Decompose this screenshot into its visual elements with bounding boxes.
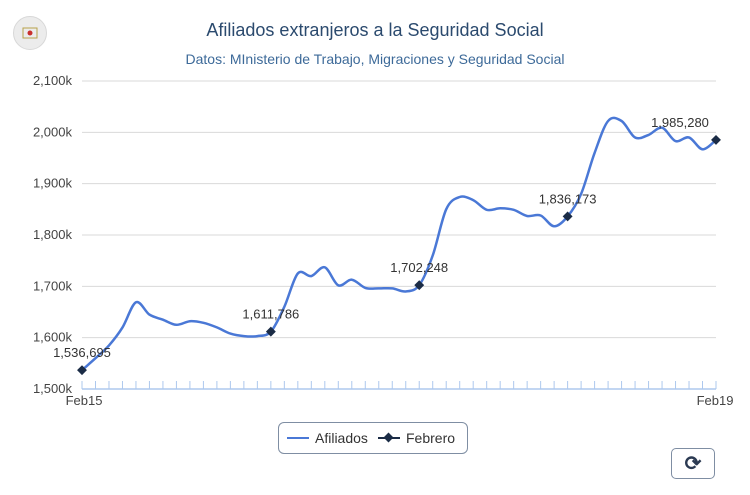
data-label: 1,702,248 bbox=[390, 260, 448, 275]
febrero-marker bbox=[265, 326, 276, 337]
y-tick-label: 1,600k bbox=[33, 330, 73, 345]
y-tick-label: 1,700k bbox=[33, 278, 73, 293]
x-tick-label: Feb19 bbox=[697, 393, 734, 408]
series-line-afiliados bbox=[81, 116, 717, 372]
x-tick-label: Feb15 bbox=[66, 393, 103, 408]
legend-item-afiliados[interactable]: Afiliados bbox=[287, 430, 368, 446]
chart-legend: Afiliados Febrero bbox=[278, 422, 468, 454]
data-label: 1,536,695 bbox=[53, 345, 111, 360]
febrero-marker bbox=[562, 211, 573, 222]
y-tick-label: 1,500k bbox=[33, 381, 73, 396]
chart-subtitle: Datos: MInisterio de Trabajo, Migracione… bbox=[185, 51, 565, 67]
y-tick-label: 2,100k bbox=[33, 73, 73, 88]
y-tick-label: 2,000k bbox=[33, 124, 73, 139]
chart-title: Afiliados extranjeros a la Seguridad Soc… bbox=[206, 20, 544, 40]
y-tick-label: 1,900k bbox=[33, 176, 73, 191]
legend-item-febrero[interactable]: Febrero bbox=[378, 430, 455, 446]
legend-marker-swatch bbox=[378, 431, 400, 445]
seal-logo-icon[interactable] bbox=[13, 16, 47, 50]
y-tick-label: 1,800k bbox=[33, 227, 73, 242]
febrero-marker bbox=[711, 134, 721, 145]
data-label: 1,985,280 bbox=[651, 115, 709, 130]
refresh-icon: ⟳ bbox=[684, 453, 702, 475]
seal-emblem-icon bbox=[22, 27, 38, 39]
legend-label-afiliados: Afiliados bbox=[315, 430, 368, 446]
legend-line-swatch bbox=[287, 437, 309, 439]
febrero-marker bbox=[414, 280, 425, 291]
refresh-button[interactable]: ⟳ bbox=[671, 448, 715, 479]
legend-label-febrero: Febrero bbox=[406, 430, 456, 446]
data-label: 1,836,173 bbox=[539, 191, 597, 206]
data-label: 1,611,786 bbox=[242, 307, 299, 322]
